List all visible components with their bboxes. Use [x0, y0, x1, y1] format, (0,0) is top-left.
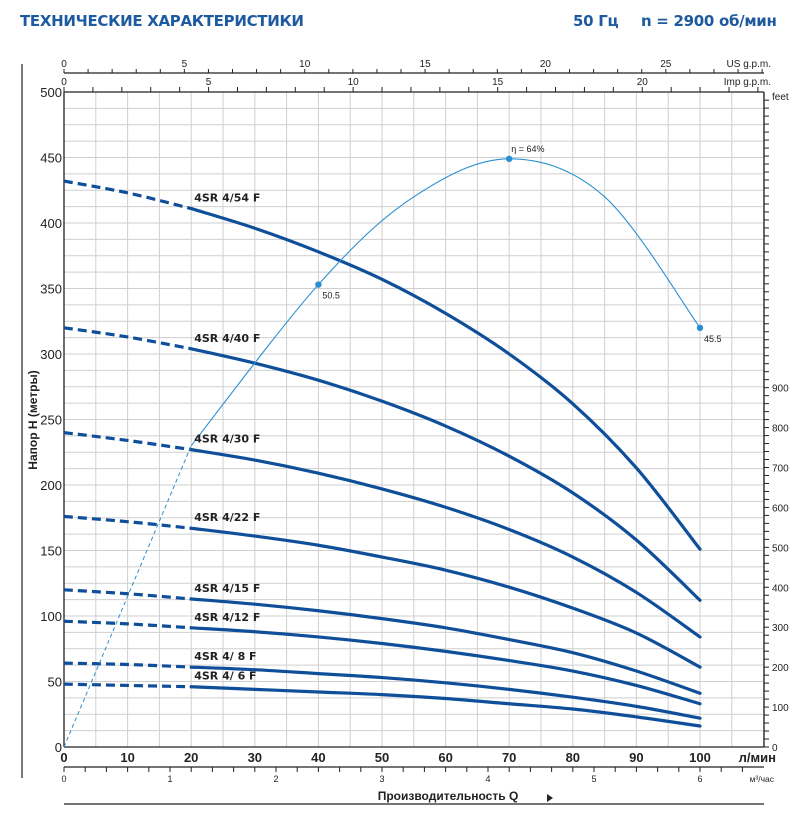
- feet-tick-label: 300: [772, 623, 789, 634]
- pump-curve-dashed: [63, 179, 192, 211]
- x-tick-label: 60: [438, 750, 452, 765]
- y-tick-label: 450: [40, 151, 62, 166]
- pump-curve-dashed: [63, 514, 192, 530]
- pump-curve-label: 4SR 4/54 F: [194, 192, 260, 205]
- pump-curve-solid: [189, 347, 702, 602]
- x-tick-label: 80: [566, 750, 580, 765]
- m3h-tick-label: 6: [698, 774, 703, 784]
- x-tick-label: 0: [60, 750, 67, 765]
- page-title: ТЕХНИЧЕСКИЕ ХАРАКТЕРИСТИКИ: [20, 12, 304, 30]
- feet-tick-label: 500: [772, 543, 789, 554]
- m3h-tick-label: 5: [592, 774, 597, 784]
- efficiency-curve-solid: [190, 158, 701, 447]
- x-unit-label: л/мин: [739, 750, 776, 765]
- feet-tick-label: 600: [772, 503, 789, 514]
- efficiency-marker: [696, 324, 704, 331]
- efficiency-label: η = 64%: [511, 144, 544, 154]
- pump-curve-solid: [189, 526, 702, 669]
- x-tick-label: 20: [184, 750, 198, 765]
- pump-curve-solid: [189, 626, 702, 706]
- pump-curve-solid: [189, 448, 702, 639]
- x-tick-label: 100: [689, 750, 711, 765]
- imp-gpm-tick-label: 5: [206, 77, 212, 88]
- m3h-tick-label: 3: [379, 774, 384, 784]
- x-tick-label: 40: [311, 750, 325, 765]
- imp-gpm-tick-label: 20: [637, 77, 649, 88]
- feet-tick-label: 200: [772, 663, 789, 674]
- feet-tick-label: 400: [772, 583, 789, 594]
- imp-gpm-tick-label: 0: [61, 77, 67, 88]
- efficiency-label: 45.5: [704, 334, 722, 344]
- y-tick-label: 100: [40, 609, 62, 624]
- pump-curve-dashed: [63, 661, 192, 669]
- speed-label: n = 2900 об/мин: [641, 12, 777, 30]
- pump-curve-solid: [189, 206, 702, 551]
- pump-curve-label: 4SR 4/40 F: [194, 332, 260, 345]
- pump-curve-label: 4SR 4/22 F: [194, 511, 260, 524]
- pump-curve-label: 4SR 4/30 F: [194, 433, 260, 446]
- efficiency-label: 50.5: [322, 291, 340, 301]
- x-axis-title: Производительность Q: [378, 789, 519, 803]
- y-tick-label: 150: [40, 544, 62, 559]
- y-axis-title: Напор H (метры): [26, 370, 40, 469]
- x-tick-label: 30: [248, 750, 262, 765]
- us-gpm-tick-label: 5: [182, 59, 188, 70]
- pump-curve-dashed: [63, 682, 192, 689]
- feet-tick-label: 700: [772, 463, 789, 474]
- x-tick-label: 90: [629, 750, 643, 765]
- labels: 4SR 4/54 F 4SR 4/40 F 4SR 4/30 F 4SR 4/22 F…: [194, 192, 260, 683]
- imp-gpm-tick-label: 15: [492, 77, 504, 88]
- pump-curve-solid: [189, 665, 702, 720]
- y-tick-label: 250: [40, 413, 62, 428]
- feet-tick-label: 100: [772, 703, 789, 714]
- y-tick-label: 350: [40, 282, 62, 297]
- pump-curve-dashed: [63, 619, 192, 630]
- efficiency-curve-dashed: [63, 445, 192, 748]
- pump-curve-label: 4SR 4/12 F: [194, 611, 260, 624]
- pump-curve-dashed: [63, 326, 192, 351]
- m3h-tick-label: 1: [167, 774, 172, 784]
- y-tick-label: 0: [55, 740, 62, 755]
- pump-curve-solid: [189, 597, 702, 695]
- y-tick-label: 200: [40, 478, 62, 493]
- pump-curve-label: 4SR 4/ 8 F: [194, 650, 256, 663]
- feet-tick-label: 800: [772, 424, 789, 435]
- efficiency-curve-group: 50.5 η = 64% 45.5: [63, 144, 722, 748]
- efficiency-marker: [315, 281, 322, 288]
- m3h-tick-label: 0: [61, 774, 66, 784]
- us-gpm-tick-label: 20: [540, 59, 552, 70]
- pump-curve-label: 4SR 4/ 6 F: [194, 670, 256, 683]
- pump-curve-dashed: [63, 588, 192, 601]
- frequency-label: 50 Гц: [573, 12, 619, 30]
- x-tick-label: 10: [120, 750, 134, 765]
- us-gpm-tick-label: 10: [299, 59, 311, 70]
- us-gpm-tick-label: 0: [61, 59, 67, 70]
- x-tick-label: 70: [502, 750, 516, 765]
- efficiency-marker: [506, 155, 513, 163]
- y-tick-label: 50: [48, 675, 62, 690]
- pump-curve-label: 4SR 4/15 F: [194, 582, 260, 595]
- pump-curves: [63, 179, 702, 728]
- us-gpm-tick-label: 25: [660, 59, 672, 70]
- m3h-unit-label: м³/час: [750, 774, 775, 784]
- m3h-tick-label: 4: [486, 774, 491, 784]
- y-tick-label: 300: [40, 347, 62, 362]
- imp-gpm-tick-label: 10: [348, 77, 360, 88]
- us-gpm-unit-label: US g.p.m.: [727, 59, 771, 70]
- imp-gpm-unit-label: Imp g.p.m.: [724, 77, 771, 88]
- pump-curve-dashed: [63, 431, 192, 452]
- feet-unit-label: feet: [772, 92, 789, 103]
- us-gpm-tick-label: 15: [420, 59, 432, 70]
- x-tick-label: 50: [375, 750, 389, 765]
- m3h-tick-label: 2: [273, 774, 278, 784]
- y-tick-label: 500: [40, 85, 62, 100]
- arrow-right-icon: [547, 794, 553, 802]
- y-tick-label: 400: [40, 216, 62, 231]
- feet-tick-label: 900: [772, 384, 789, 395]
- feet-tick-label: 0: [772, 743, 778, 754]
- pump-curve-solid: [189, 685, 702, 728]
